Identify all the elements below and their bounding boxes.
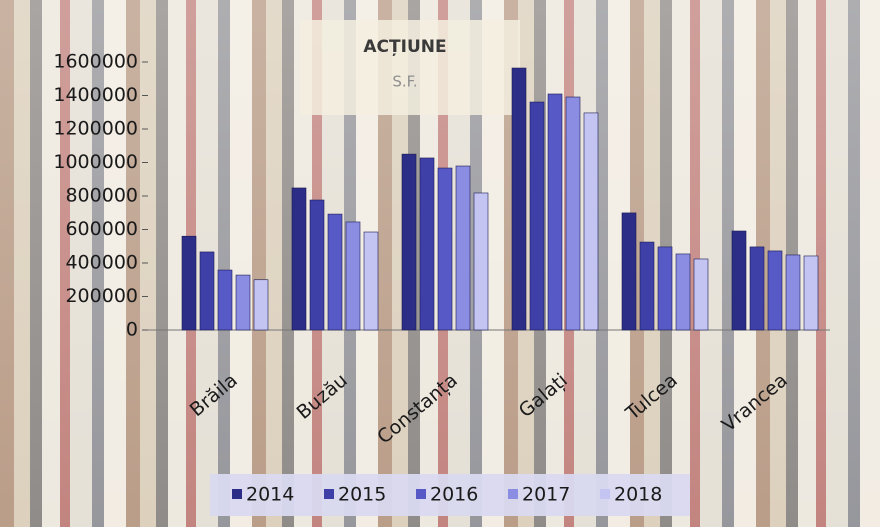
y-tick-label: 1200000 — [53, 118, 138, 140]
bar — [657, 246, 673, 331]
legend-swatch — [508, 489, 518, 499]
y-tick-label: 200000 — [65, 285, 138, 307]
chart-subtitle: S.F. — [392, 73, 417, 91]
bar — [291, 187, 307, 331]
bar — [455, 165, 471, 331]
bar — [217, 269, 233, 331]
y-tick-label: 1600000 — [53, 51, 138, 73]
bar — [437, 167, 453, 331]
bar — [803, 255, 819, 331]
bar — [621, 212, 637, 331]
legend-label: 2018 — [614, 484, 662, 506]
legend-label: 2017 — [522, 484, 570, 506]
bar — [675, 253, 691, 331]
bar — [473, 192, 489, 331]
bar — [363, 231, 379, 331]
bar — [693, 258, 709, 331]
bar — [419, 157, 435, 331]
legend-label: 2014 — [246, 484, 294, 506]
bar — [253, 279, 269, 331]
bar — [327, 213, 343, 331]
bar — [639, 241, 655, 331]
bar — [401, 153, 417, 331]
chart-title: ACȚIUNE — [363, 37, 446, 57]
legend-label: 2015 — [338, 484, 386, 506]
y-tick-label: 1400000 — [53, 84, 138, 106]
bar — [731, 230, 747, 331]
y-tick-label: 400000 — [65, 252, 138, 274]
bar — [583, 112, 599, 331]
y-tick-label: 600000 — [65, 218, 138, 240]
bar — [785, 254, 801, 331]
bar — [199, 251, 215, 331]
bar — [235, 274, 251, 331]
legend-swatch — [600, 489, 610, 499]
legend-swatch — [232, 489, 242, 499]
y-tick-label: 0 — [126, 319, 138, 341]
bar — [547, 93, 563, 331]
bar — [529, 101, 545, 331]
bar — [181, 235, 197, 331]
bar — [309, 199, 325, 331]
y-tick-label: 1000000 — [53, 151, 138, 173]
bar — [767, 250, 783, 331]
title-panel — [300, 20, 520, 115]
legend-label: 2016 — [430, 484, 478, 506]
bar — [511, 67, 527, 331]
legend-swatch — [324, 489, 334, 499]
legend-swatch — [416, 489, 426, 499]
bar — [565, 96, 581, 331]
y-tick-label: 800000 — [65, 185, 138, 207]
bar — [749, 246, 765, 331]
bar — [345, 221, 361, 331]
